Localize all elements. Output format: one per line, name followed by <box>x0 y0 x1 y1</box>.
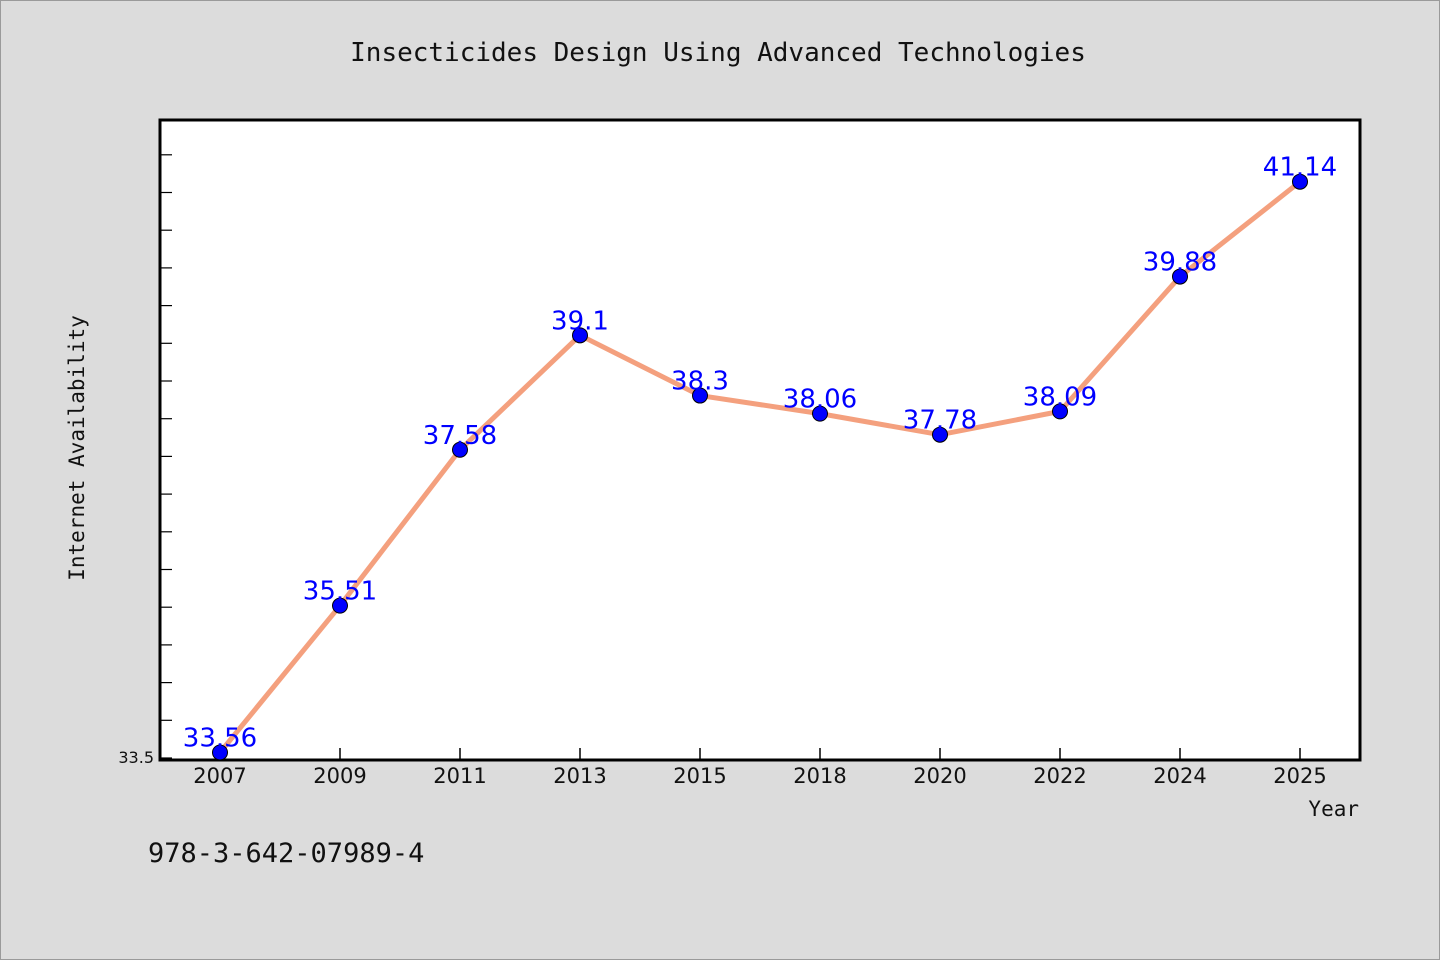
x-tick-label: 2013 <box>553 764 606 788</box>
footer-note: 978-3-642-07989-4 <box>148 838 424 869</box>
data-point <box>932 426 948 443</box>
x-axis-label: Year <box>1308 797 1359 821</box>
plot-area <box>158 118 1362 762</box>
data-label: 38.09 <box>1023 382 1097 412</box>
data-point <box>812 405 828 422</box>
x-tick-label: 2018 <box>793 764 846 788</box>
data-label: 38.06 <box>783 385 857 415</box>
data-label: 37.58 <box>423 421 497 451</box>
chart-title: Insecticides Design Using Advanced Techn… <box>350 38 1086 68</box>
y-tick-label: 33.5 <box>118 748 154 767</box>
data-label: 37.78 <box>903 406 977 436</box>
data-point <box>452 441 468 458</box>
x-tick-label: 2024 <box>1153 764 1206 788</box>
x-tick-label: 2011 <box>433 764 486 788</box>
data-point <box>1052 403 1068 420</box>
series-layer: 33.56 35.51 37.58 39.1 38.3 38.06 37.78 38.09 39… <box>183 153 1337 761</box>
data-label: 41.14 <box>1263 153 1337 183</box>
x-tick-label: 2007 <box>193 764 246 788</box>
y-axis-ticks: 33.5 <box>118 154 172 767</box>
x-tick-label: 2009 <box>313 764 366 788</box>
data-point <box>692 387 708 404</box>
data-point <box>1292 173 1308 190</box>
x-tick-label: 2015 <box>673 764 726 788</box>
x-tick-label: 2025 <box>1273 764 1326 788</box>
data-label: 33.56 <box>183 723 257 753</box>
data-point <box>572 327 588 344</box>
data-label: 38.3 <box>671 367 729 397</box>
y-axis-label: Internet Availability <box>65 315 89 581</box>
series-line <box>218 179 1302 755</box>
data-label: 39.88 <box>1143 248 1217 278</box>
data-label: 35.51 <box>303 577 377 607</box>
data-point <box>332 597 348 614</box>
data-point <box>212 744 228 761</box>
data-label: 39.1 <box>551 306 609 336</box>
x-tick-label: 2020 <box>913 764 966 788</box>
data-point <box>1172 268 1188 285</box>
x-tick-label: 2022 <box>1033 764 1086 788</box>
x-axis-ticks: 2007 2009 2011 2013 2015 2018 2020 2022 2024 2025 <box>193 748 1327 788</box>
